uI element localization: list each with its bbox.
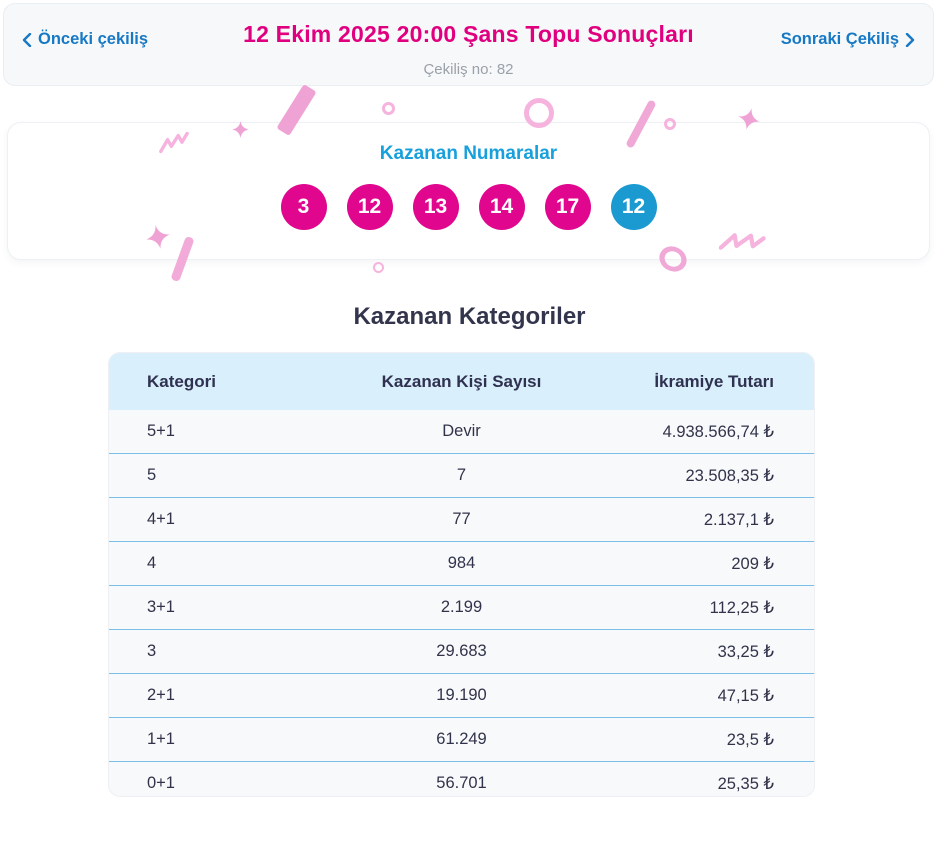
chevron-right-icon xyxy=(905,32,915,47)
table-row: 4 984 209 ₺ xyxy=(109,541,814,585)
cell-category: 4 xyxy=(147,554,157,572)
winning-numbers-row: 3 12 13 14 17 12 xyxy=(8,184,929,230)
table-row: 5 7 23.508,35 ₺ xyxy=(109,453,814,497)
cell-prize: 4.938.566,74 ₺ xyxy=(662,422,774,441)
cell-prize: 33,25 ₺ xyxy=(717,642,774,661)
cell-category: 5 xyxy=(147,466,157,484)
cell-winners: 77 xyxy=(452,510,471,528)
cell-winners: Devir xyxy=(442,422,481,440)
cell-category: 3 xyxy=(147,642,157,660)
previous-draw-link[interactable]: Önceki çekiliş xyxy=(22,30,148,49)
winning-number-ball: 14 xyxy=(478,184,525,230)
confetti-ring-icon xyxy=(382,102,395,115)
cell-winners: 7 xyxy=(456,466,467,484)
cell-winners: 29.683 xyxy=(436,642,487,660)
page-title: 12 Ekim 2025 20:00 Şans Topu Sonuçları xyxy=(243,21,694,47)
cell-category: 0+1 xyxy=(147,774,175,792)
categories-table: Kategori Kazanan Kişi Sayısı İkramiye Tu… xyxy=(108,352,815,797)
table-row: 0+1 56.701 25,35 ₺ xyxy=(109,761,814,796)
table-row: 2+1 19.190 47,15 ₺ xyxy=(109,673,814,717)
next-draw-link[interactable]: Sonraki Çekiliş xyxy=(781,30,915,49)
table-row: 1+1 61.249 23,5 ₺ xyxy=(109,717,814,761)
winning-numbers-title: Kazanan Numaralar xyxy=(379,143,558,164)
winning-number-ball: 12 xyxy=(346,184,393,230)
winning-number-ball: 3 xyxy=(280,184,327,230)
cell-winners: 19.190 xyxy=(436,686,487,704)
cell-category: 5+1 xyxy=(147,422,175,440)
cell-winners: 984 xyxy=(447,554,476,572)
cell-category: 3+1 xyxy=(147,598,175,616)
cell-category: 4+1 xyxy=(147,510,175,528)
cell-prize: 25,35 ₺ xyxy=(717,774,774,793)
cell-prize: 112,25 ₺ xyxy=(709,598,774,617)
winning-number-ball: 17 xyxy=(544,184,591,230)
table-row: 5+1 Devir 4.938.566,74 ₺ xyxy=(109,410,814,453)
column-header-winners: Kazanan Kişi Sayısı xyxy=(381,371,542,391)
winning-numbers-card: Kazanan Numaralar 3 12 13 14 17 12 xyxy=(7,122,930,260)
cell-winners: 2.199 xyxy=(440,598,483,616)
cell-prize: 209 ₺ xyxy=(731,554,774,573)
column-header-prize: İkramiye Tutarı xyxy=(654,371,774,391)
categories-title: Kazanan Kategoriler xyxy=(353,303,586,330)
table-body: 5+1 Devir 4.938.566,74 ₺ 5 7 23.508,35 ₺ 4+1 77… xyxy=(109,410,814,796)
draw-header-card: Önceki çekiliş 12 Ekim 2025 20:00 Şans T… xyxy=(3,3,934,86)
cell-category: 2+1 xyxy=(147,686,175,704)
next-draw-label: Sonraki Çekiliş xyxy=(780,30,899,48)
cell-prize: 23.508,35 ₺ xyxy=(685,466,775,485)
cell-prize: 47,15 ₺ xyxy=(717,686,774,705)
table-row: 3 29.683 33,25 ₺ xyxy=(109,629,814,673)
confetti-ring-icon xyxy=(373,262,384,273)
table-row: 3+1 2.199 112,25 ₺ xyxy=(109,585,814,629)
previous-draw-label: Önceki çekiliş xyxy=(38,30,149,48)
column-header-category: Kategori xyxy=(147,371,216,391)
chevron-left-icon xyxy=(22,32,32,47)
table-header-row: Kategori Kazanan Kişi Sayısı İkramiye Tu… xyxy=(109,353,814,410)
bonus-number-ball: 12 xyxy=(610,184,657,230)
cell-winners: 56.701 xyxy=(436,774,487,792)
draw-number: Çekiliş no: 82 xyxy=(423,61,514,78)
winning-number-ball: 13 xyxy=(412,184,459,230)
cell-category: 1+1 xyxy=(147,730,175,748)
cell-winners: 61.249 xyxy=(436,730,487,748)
cell-prize: 2.137,1 ₺ xyxy=(703,510,774,529)
cell-prize: 23,5 ₺ xyxy=(726,730,774,749)
table-row: 4+1 77 2.137,1 ₺ xyxy=(109,497,814,541)
